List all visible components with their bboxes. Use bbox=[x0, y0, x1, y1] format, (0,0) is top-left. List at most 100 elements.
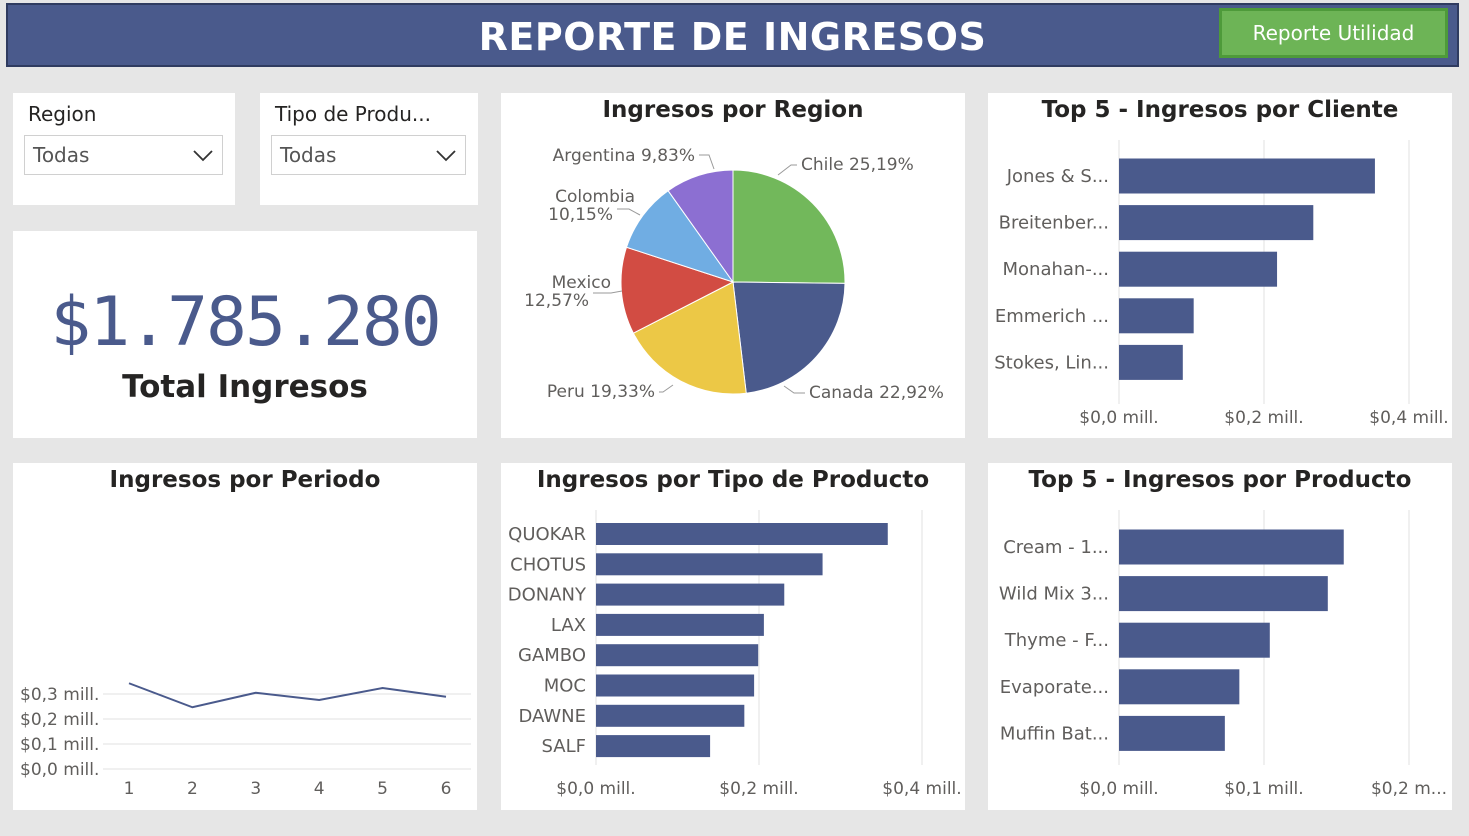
series-line bbox=[128, 682, 447, 709]
x-tick-label: $0,1 mill. bbox=[1224, 779, 1303, 799]
product-bar-card: Top 5 - Ingresos por Producto $0,0 mill.… bbox=[988, 463, 1452, 810]
period-line-title: Ingresos por Periodo bbox=[109, 467, 381, 493]
bar bbox=[596, 644, 759, 667]
bar bbox=[596, 583, 785, 606]
slice-label: Chile 25,19% bbox=[801, 155, 914, 175]
slice-label-name: Colombia bbox=[555, 187, 635, 207]
bar bbox=[596, 523, 888, 545]
leader-line bbox=[783, 385, 805, 394]
category-label: MOC bbox=[544, 676, 586, 697]
x-tick-label: $0,2 mill. bbox=[719, 779, 798, 799]
total-ingresos-card: $1.785.280 Total Ingresos bbox=[13, 231, 477, 438]
bar bbox=[1119, 298, 1194, 334]
period-line-chart: $0,0 mill. $0,1 mill. $0,2 mill. $0,3 mill.… bbox=[20, 682, 471, 799]
x-tick-label: 1 bbox=[124, 779, 135, 799]
bar bbox=[596, 704, 745, 727]
product-bar-title: Top 5 - Ingresos por Producto bbox=[1028, 467, 1412, 493]
region-pie-title: Ingresos por Region bbox=[602, 97, 864, 123]
product-type-slicer-label: Tipo de Produ... bbox=[275, 102, 431, 126]
region-slicer: Region Todas bbox=[13, 93, 235, 205]
x-tick-label: $0,4 mill. bbox=[1369, 408, 1448, 428]
bar bbox=[1119, 251, 1278, 287]
region-pie-card: Ingresos por Region Chile 25,19% Canada 2… bbox=[501, 93, 965, 438]
category-label: SALF bbox=[542, 736, 586, 757]
product-type-dropdown-value: Todas bbox=[280, 143, 337, 167]
category-label: Cream - 1... bbox=[1003, 537, 1109, 558]
report-header: REPORTE DE INGRESOS bbox=[6, 3, 1459, 67]
slice-label-percent: 10,15% bbox=[548, 205, 613, 225]
bar bbox=[1119, 529, 1344, 565]
bar bbox=[1119, 622, 1270, 658]
x-tick-label: 3 bbox=[250, 779, 261, 799]
category-label: Monahan-... bbox=[1003, 259, 1110, 280]
region-dropdown-value: Todas bbox=[33, 143, 90, 167]
product-type-bar-title: Ingresos por Tipo de Producto bbox=[536, 467, 930, 493]
leader-line bbox=[659, 384, 674, 393]
slice-label: Argentina 9,83% bbox=[553, 146, 695, 166]
x-tick-label: $0,2 m... bbox=[1371, 779, 1447, 799]
x-tick-label: $0,2 mill. bbox=[1224, 408, 1303, 428]
slice-label: Peru 19,33% bbox=[547, 382, 655, 402]
category-label: CHOTUS bbox=[510, 554, 586, 575]
category-label: Muffin Bat... bbox=[1000, 723, 1109, 744]
chevron-down-icon bbox=[193, 150, 213, 162]
bar bbox=[1119, 669, 1240, 705]
bar bbox=[596, 613, 764, 636]
reporte-utilidad-button[interactable]: Reporte Utilidad bbox=[1219, 8, 1448, 58]
category-label: Emmerich ... bbox=[995, 306, 1109, 327]
slice-label: Canada 22,92% bbox=[809, 383, 944, 403]
y-tick-label: $0,0 mill. bbox=[20, 760, 99, 780]
bar bbox=[1119, 715, 1225, 751]
product-type-dropdown[interactable]: Todas bbox=[271, 135, 466, 175]
y-tick-label: $0,1 mill. bbox=[20, 735, 99, 755]
pie-slice bbox=[732, 281, 846, 394]
product-bar-chart: $0,0 mill. $0,1 mill. $0,2 m... Cream - 1..… bbox=[999, 510, 1447, 799]
leader-line bbox=[617, 208, 641, 216]
leader-line bbox=[593, 290, 623, 294]
category-label: Evaporate... bbox=[1000, 677, 1109, 698]
category-label: Stokes, Lin... bbox=[994, 352, 1109, 373]
bar bbox=[1119, 576, 1328, 612]
x-tick-label: 2 bbox=[187, 779, 198, 799]
bar bbox=[596, 735, 711, 758]
kpi-label: Total Ingresos bbox=[122, 369, 368, 405]
x-tick-label: $0,4 mill. bbox=[882, 779, 961, 799]
x-tick-label: 5 bbox=[377, 779, 388, 799]
region-dropdown[interactable]: Todas bbox=[24, 135, 223, 175]
x-tick-label: $0,0 mill. bbox=[1079, 408, 1158, 428]
slice-label-percent: 12,57% bbox=[524, 291, 589, 311]
y-tick-label: $0,3 mill. bbox=[20, 685, 99, 705]
leader-line bbox=[777, 164, 797, 176]
client-bar-title: Top 5 - Ingresos por Cliente bbox=[1041, 97, 1399, 123]
category-label: LAX bbox=[551, 615, 586, 636]
pie-slice bbox=[667, 169, 734, 284]
slice-label-name: Mexico bbox=[552, 273, 611, 293]
bar bbox=[596, 674, 755, 697]
x-tick-label: $0,0 mill. bbox=[556, 779, 635, 799]
client-bar-card: Top 5 - Ingresos por Cliente $0,0 mill. $… bbox=[988, 93, 1452, 438]
category-label: DAWNE bbox=[518, 706, 586, 727]
product-type-slicer: Tipo de Produ... Todas bbox=[260, 93, 478, 205]
category-label: DONANY bbox=[508, 585, 587, 606]
x-tick-label: 4 bbox=[314, 779, 325, 799]
region-pie-chart: Chile 25,19% Canada 22,92% Peru 19,33% Mexi… bbox=[524, 146, 944, 403]
category-label: Wild Mix 3... bbox=[999, 584, 1109, 605]
period-line-card: Ingresos por Periodo $0,0 mill. $0,1 mill… bbox=[13, 463, 477, 810]
bar bbox=[596, 553, 823, 576]
region-slicer-label: Region bbox=[28, 102, 97, 126]
category-label: QUOKAR bbox=[508, 524, 586, 545]
report-title: REPORTE DE INGRESOS bbox=[478, 15, 987, 59]
bar bbox=[1119, 205, 1314, 241]
pie-slice bbox=[732, 169, 846, 284]
category-label: Jones & S... bbox=[1006, 166, 1109, 187]
x-tick-label: 6 bbox=[441, 779, 452, 799]
category-label: Breitenber... bbox=[999, 213, 1109, 234]
category-label: Thyme - F... bbox=[1004, 630, 1109, 651]
product-type-bar-chart: $0,0 mill. $0,2 mill. $0,4 mill. QUOKAR CHOT… bbox=[508, 510, 962, 799]
y-tick-label: $0,2 mill. bbox=[20, 710, 99, 730]
product-type-bar-card: Ingresos por Tipo de Producto $0,0 mill.… bbox=[501, 463, 965, 810]
bar bbox=[1119, 158, 1375, 194]
bar bbox=[1119, 344, 1183, 380]
chevron-down-icon bbox=[436, 150, 456, 162]
x-tick-label: $0,0 mill. bbox=[1079, 779, 1158, 799]
